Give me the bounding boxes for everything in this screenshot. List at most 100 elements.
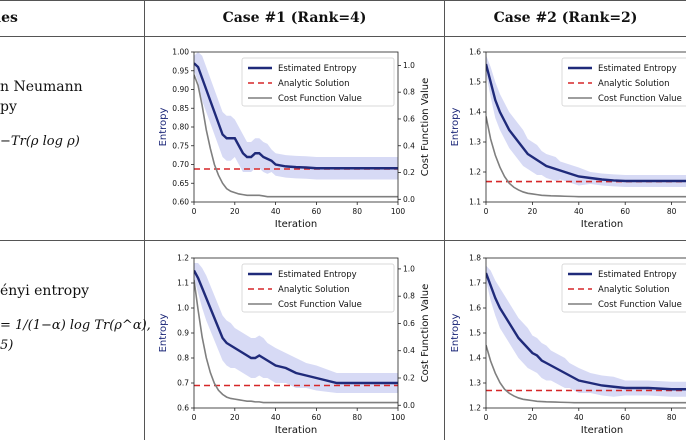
legend-cost-label: Cost Function Value [598, 300, 682, 310]
row2-label-line1: ényi entropy [0, 283, 90, 299]
row2-formula-line1: = 1/(1−α) log Tr(ρ^α), [0, 318, 151, 333]
column-rule-2 [444, 0, 445, 440]
cost-line [194, 74, 398, 198]
y-tick-label: 0.75 [172, 141, 189, 150]
x-axis-label: Iteration [581, 425, 623, 436]
y2-tick-label: 0.2 [403, 374, 415, 383]
y-tick-label: 0.6 [177, 404, 189, 413]
y-tick-label: 0.65 [172, 179, 189, 188]
cost-line [486, 344, 686, 404]
x-tick-label: 40 [271, 413, 281, 422]
chart-row1-case1: 0 20 40 60 80 100 Iteration 0.60 0.65 0.70 0.75 0.8… [158, 48, 431, 231]
row-separator [0, 240, 686, 241]
chart-row2-case1: 0 20 40 60 80 100 Iteration 0.6 0.7 0.8 0.9 1.0 1.1 1… [158, 254, 431, 437]
header-case-1: Case #1 (Rank=4) [222, 10, 367, 26]
legend-entropy-label: Estimated Entropy [278, 64, 357, 74]
y2-axis-label: Cost Function Value [420, 284, 431, 383]
y-tick-label: 1.4 [469, 108, 481, 117]
y-tick-label: 0.80 [172, 123, 189, 132]
entropy-line [486, 63, 686, 183]
y2-tick-label: 0.8 [403, 88, 415, 97]
cost-line [194, 279, 398, 404]
x-tick-label: 60 [312, 207, 322, 216]
y-tick-label: 0.9 [177, 329, 189, 338]
legend-box [241, 263, 395, 313]
x-tick-label: 80 [667, 413, 677, 422]
legend-analytic-label: Analytic Solution [598, 285, 670, 295]
legend-analytic-label: Analytic Solution [278, 285, 350, 295]
y-tick-label: 1.8 [469, 254, 481, 263]
entropy-band [486, 55, 686, 187]
x-axis-label: Iteration [275, 219, 317, 230]
y2-tick-label: 0.6 [403, 319, 415, 328]
legend-cost-label: Cost Function Value [278, 300, 362, 310]
y-tick-label: 0.70 [172, 160, 189, 169]
legend-cost-label: Cost Function Value [598, 94, 682, 104]
x-tick-label: 80 [352, 207, 362, 216]
x-tick-label: 20 [528, 207, 538, 216]
legend-box [241, 57, 395, 107]
y2-tick-label: 1.0 [403, 61, 415, 70]
legend-box [561, 57, 686, 107]
y-tick-label: 1.3 [469, 138, 481, 147]
x-tick-label: 20 [528, 413, 538, 422]
x-tick-label: 0 [484, 413, 489, 422]
plot-area [194, 263, 398, 404]
y-tick-label: 1.2 [177, 254, 189, 263]
x-tick-label: 60 [312, 413, 322, 422]
legend-analytic-label: Analytic Solution [598, 79, 670, 89]
row1-label-line1: n Neumann [0, 79, 83, 95]
y-tick-label: 1.6 [469, 48, 481, 57]
y2-tick-label: 0.2 [403, 168, 415, 177]
x-tick-label: 20 [230, 207, 240, 216]
header-quantities: ities [0, 10, 18, 26]
table-top-rule [0, 0, 686, 1]
header-rule [0, 36, 686, 37]
y-tick-label: 1.00 [172, 48, 189, 57]
y-tick-label: 0.90 [172, 85, 189, 94]
x-tick-label: 60 [620, 413, 630, 422]
y-tick-label: 0.7 [177, 379, 189, 388]
y2-tick-label: 0.0 [403, 401, 415, 410]
y-axis-label: Entropy [450, 107, 461, 146]
x-tick-label: 80 [667, 207, 677, 216]
plot-frame [485, 51, 686, 203]
y-tick-label: 1.7 [469, 279, 481, 288]
legend-entropy-label: Estimated Entropy [598, 64, 677, 74]
y-tick-label: 1.2 [469, 168, 481, 177]
entropy-line [194, 269, 398, 385]
x-tick-label: 0 [192, 207, 197, 216]
plot-area [486, 55, 686, 198]
x-tick-label: 0 [192, 413, 197, 422]
x-tick-label: 100 [391, 207, 406, 216]
y-tick-label: 1.6 [469, 304, 481, 313]
y2-tick-label: 0.4 [403, 141, 415, 150]
y2-tick-label: 0.8 [403, 292, 415, 301]
legend-analytic-label: Analytic Solution [278, 79, 350, 89]
chart-row1-case2: 0 20 40 60 80 Iteration 1.1 1.2 1.3 1.4 1.5 1.6 Entr… [450, 48, 686, 230]
x-tick-label: 20 [230, 413, 240, 422]
entropy-band [486, 265, 686, 397]
y-tick-label: 1.5 [469, 329, 481, 338]
entropy-band [194, 52, 398, 180]
chart-row2-case2: 0 20 40 60 80 Iteration 1.2 1.3 1.4 1.5 1.6 1.7 1.8 E… [450, 254, 686, 436]
row1-formula: −Tr(ρ log ρ) [0, 134, 80, 149]
y2-tick-label: 0.6 [403, 114, 415, 123]
y-tick-label: 1.2 [469, 404, 481, 413]
y-tick-label: 0.95 [172, 66, 189, 75]
y-tick-label: 1.5 [469, 78, 481, 87]
header-case-2: Case #2 (Rank=2) [493, 10, 638, 26]
plot-area [486, 265, 686, 404]
legend-cost-label: Cost Function Value [278, 94, 362, 104]
x-tick-label: 40 [271, 207, 281, 216]
y-tick-label: 1.3 [469, 379, 481, 388]
entropy-line [194, 62, 398, 170]
entropy-line [486, 272, 686, 391]
y2-tick-label: 0.4 [403, 346, 415, 355]
entropy-band [194, 263, 398, 393]
cost-line [486, 116, 686, 198]
y2-tick-label: 0.0 [403, 195, 415, 204]
x-tick-label: 60 [620, 207, 630, 216]
legend-entropy-label: Estimated Entropy [278, 270, 357, 280]
y2-axis-label: Cost Function Value [420, 78, 431, 177]
